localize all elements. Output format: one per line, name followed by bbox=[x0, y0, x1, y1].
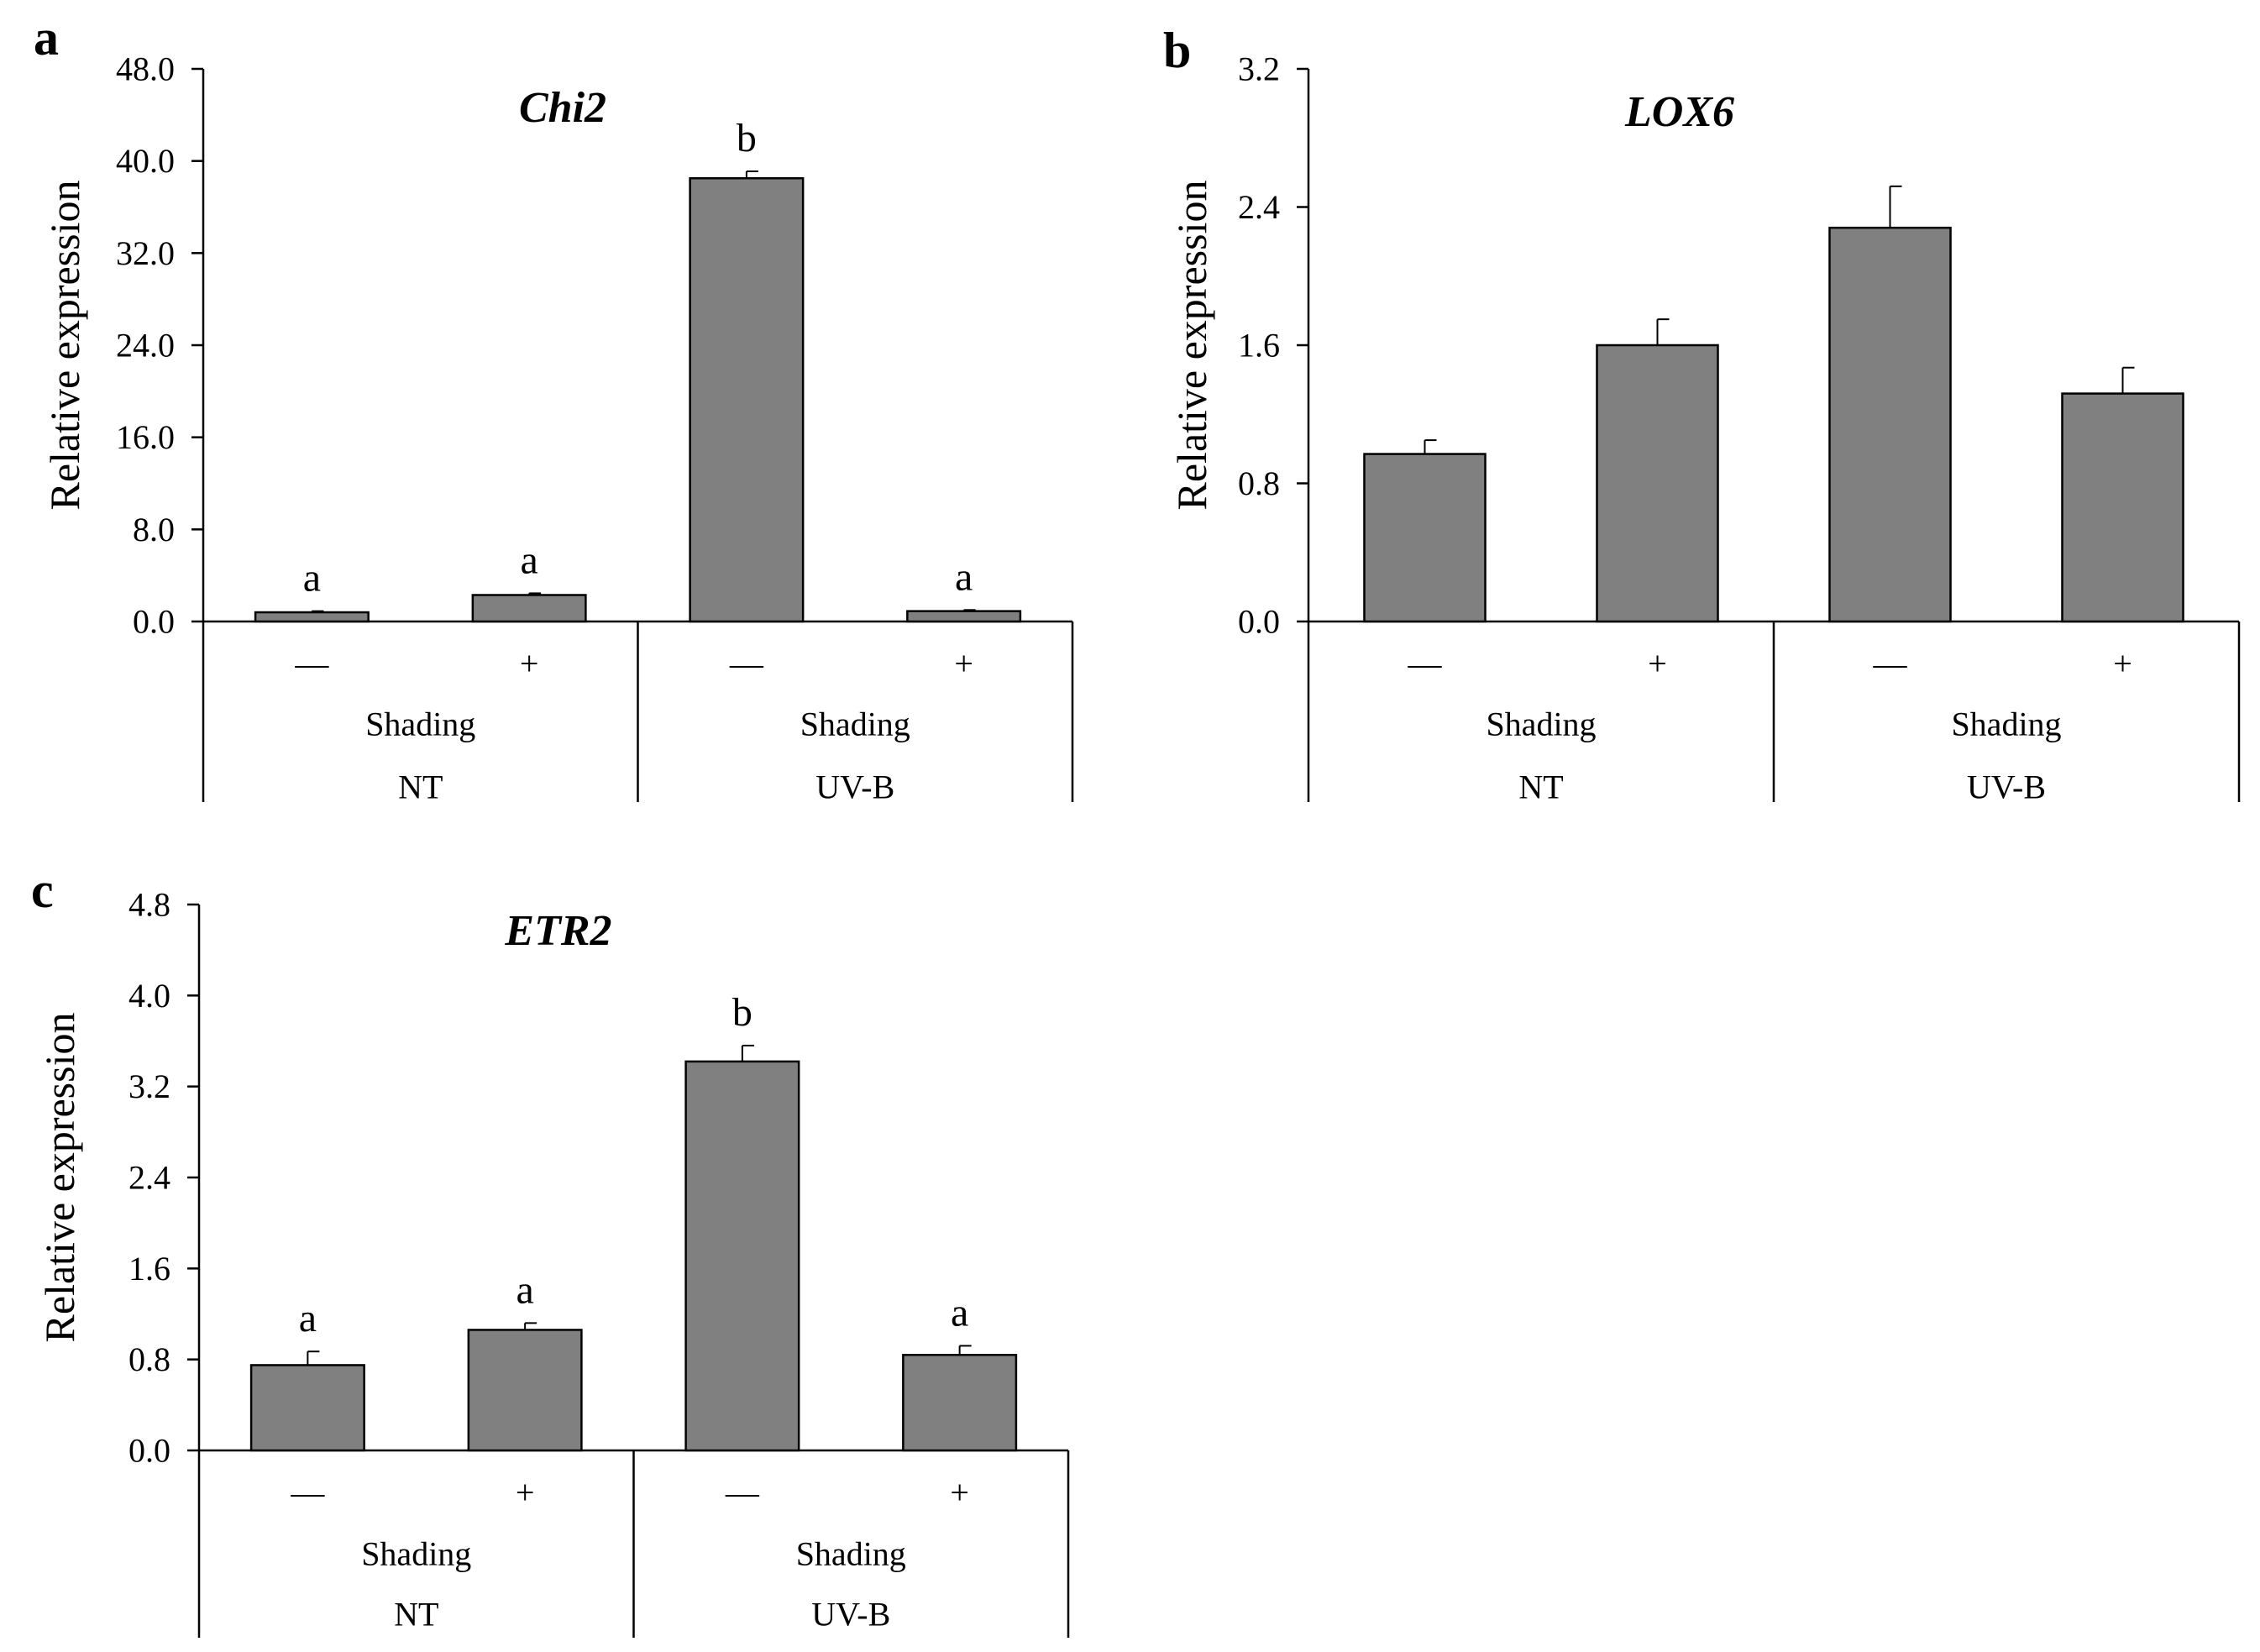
y-tick-label: 2.4 bbox=[128, 1159, 170, 1197]
treatment-sign-label: + bbox=[950, 1474, 969, 1512]
factor-label: Shading bbox=[800, 705, 910, 743]
y-tick-label: 3.2 bbox=[1238, 50, 1280, 88]
bar bbox=[684, 1060, 800, 1452]
panel-label: a bbox=[34, 10, 59, 66]
chart-panel-b: b LOX6 Relative expression 0.0 0.8 1.6 2.4 3.2 —… bbox=[1163, 23, 2241, 806]
significance-label: b bbox=[737, 116, 757, 160]
significance-label: a bbox=[299, 1296, 317, 1340]
factor-label: Shading bbox=[796, 1535, 906, 1573]
bar bbox=[1828, 226, 1952, 623]
bar bbox=[1363, 453, 1487, 623]
group-label: UV-B bbox=[1967, 768, 2046, 806]
treatment-sign-label: — bbox=[1873, 645, 1908, 683]
significance-label: a bbox=[516, 1267, 533, 1312]
y-tick-label: 0.0 bbox=[133, 603, 175, 641]
significance-label: a bbox=[951, 1290, 968, 1335]
bar bbox=[254, 611, 370, 623]
chart-title: Chi2 bbox=[519, 84, 606, 132]
treatment-sign-label: — bbox=[290, 1474, 325, 1512]
y-tick-label: 1.6 bbox=[128, 1250, 170, 1288]
bar bbox=[902, 1354, 1018, 1452]
chart-title: LOX6 bbox=[1624, 88, 1734, 136]
y-tick-label: 0.0 bbox=[128, 1432, 170, 1470]
group-label: NT bbox=[398, 768, 443, 806]
treatment-sign-label: + bbox=[1648, 645, 1667, 683]
factor-label: Shading bbox=[1486, 705, 1596, 743]
y-tick-label: 4.8 bbox=[128, 886, 170, 924]
y-tick-label: 1.6 bbox=[1238, 327, 1280, 364]
group-label: NT bbox=[1518, 768, 1563, 806]
chart-panel-a: a Chi2 Relative expression 0.0 8.0 16.0 24.0 32… bbox=[34, 10, 1074, 806]
factor-label: Shading bbox=[1951, 705, 2061, 743]
significance-label: a bbox=[303, 556, 321, 600]
factor-label: Shading bbox=[361, 1535, 471, 1573]
group-label: UV-B bbox=[811, 1596, 890, 1634]
bar bbox=[1596, 344, 1719, 623]
y-tick-label: 24.0 bbox=[116, 327, 175, 364]
y-tick-label: 0.0 bbox=[1238, 603, 1280, 641]
bar bbox=[689, 176, 805, 623]
y-tick-label: 16.0 bbox=[116, 418, 175, 456]
significance-label: b bbox=[732, 990, 752, 1035]
bar bbox=[2061, 392, 2184, 623]
y-tick-label: 48.0 bbox=[116, 50, 175, 88]
group-label: NT bbox=[394, 1596, 438, 1634]
chart-title: ETR2 bbox=[504, 907, 611, 955]
y-tick-label: 0.8 bbox=[1238, 464, 1280, 502]
y-tick-label: 32.0 bbox=[116, 234, 175, 272]
treatment-sign-label: + bbox=[520, 645, 539, 683]
bar bbox=[906, 610, 1022, 623]
bar bbox=[249, 1364, 365, 1452]
treatment-sign-label: — bbox=[1408, 645, 1443, 683]
treatment-sign-label: + bbox=[954, 645, 973, 683]
bar bbox=[471, 594, 587, 623]
y-tick-label: 40.0 bbox=[116, 142, 175, 180]
significance-label: a bbox=[520, 538, 537, 582]
factor-label: Shading bbox=[365, 705, 475, 743]
y-axis-label: Relative expression bbox=[41, 181, 88, 511]
treatment-sign-label: — bbox=[725, 1474, 760, 1512]
treatment-sign-label: + bbox=[516, 1474, 535, 1512]
y-tick-label: 0.8 bbox=[128, 1340, 170, 1378]
y-axis-label: Relative expression bbox=[1168, 181, 1215, 511]
y-axis-label: Relative expression bbox=[36, 1013, 83, 1343]
chart-panel-c: c ETR2 Relative expression 0.0 0.8 1.6 2.4 3.2 4… bbox=[31, 863, 1070, 1638]
y-tick-label: 3.2 bbox=[128, 1067, 170, 1105]
significance-label: a bbox=[955, 554, 973, 599]
treatment-sign-label: + bbox=[2113, 645, 2132, 683]
panel-label: c bbox=[31, 863, 54, 918]
y-tick-label: 2.4 bbox=[1238, 188, 1280, 226]
y-tick-label: 8.0 bbox=[133, 511, 175, 548]
panel-label: b bbox=[1163, 23, 1191, 78]
group-label: UV-B bbox=[815, 768, 894, 806]
treatment-sign-label: — bbox=[729, 645, 764, 683]
treatment-sign-label: — bbox=[294, 645, 329, 683]
bar bbox=[467, 1329, 583, 1452]
y-tick-label: 4.0 bbox=[128, 977, 170, 1015]
